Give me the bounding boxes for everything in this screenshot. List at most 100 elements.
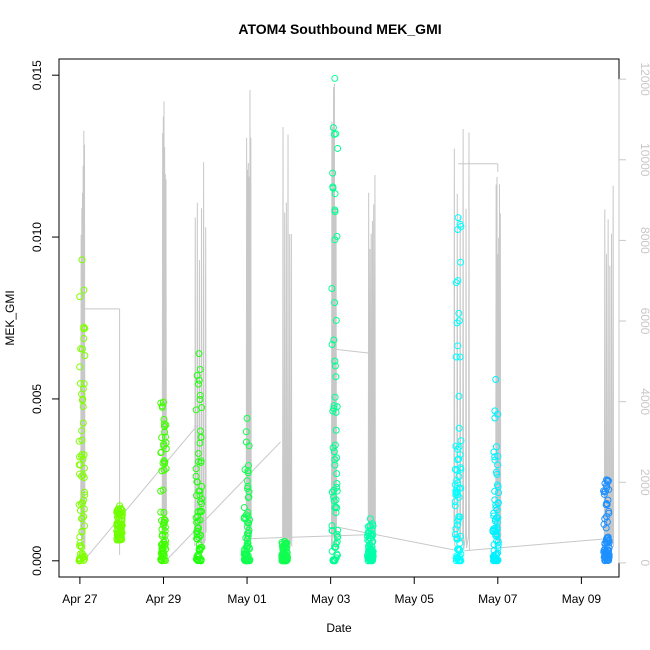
data-point [329, 169, 337, 177]
y2-axis: 0 2000 4000 6000 8000 10000 12000 [618, 62, 650, 567]
data-point [80, 505, 88, 513]
data-point [76, 507, 84, 515]
data-point [602, 476, 610, 484]
data-point [80, 325, 88, 333]
data-point [331, 456, 339, 464]
data-point [114, 521, 122, 529]
data-point [162, 421, 170, 429]
x-tick-label: May 05 [395, 592, 435, 606]
data-point [452, 525, 460, 533]
data-point [366, 555, 374, 563]
data-point [198, 404, 206, 412]
y2-tick-label: 8000 [638, 227, 650, 254]
data-point [198, 507, 206, 515]
data-point [192, 472, 200, 480]
data-point [116, 502, 124, 510]
data-point [158, 556, 166, 564]
data-point [492, 376, 500, 384]
data-point [75, 437, 83, 445]
data-point [193, 371, 201, 379]
data-point [489, 526, 497, 534]
data-point [80, 286, 88, 294]
altitude-connector [81, 425, 198, 564]
y-tick-label: 0.005 [30, 384, 44, 414]
data-point [80, 552, 88, 560]
data-point [332, 373, 340, 381]
data-point [279, 545, 287, 553]
data-point [455, 424, 463, 432]
data-point [243, 557, 251, 565]
data-point [79, 419, 87, 427]
data-point [491, 496, 499, 504]
data-point [495, 489, 503, 497]
data-point [78, 515, 86, 523]
data-point [243, 414, 251, 422]
data-point [80, 464, 88, 472]
data-point [333, 454, 341, 462]
data-point [455, 309, 463, 317]
data-point [331, 299, 339, 307]
data-point [490, 448, 498, 456]
data-point [281, 537, 289, 545]
data-point [491, 524, 499, 532]
data-point [77, 345, 85, 353]
data-point [454, 545, 462, 553]
data-point [75, 453, 83, 461]
data-point [76, 542, 84, 550]
data-point [158, 543, 166, 551]
data-point [454, 277, 462, 285]
data-point [329, 124, 337, 132]
x-axis: Apr 27 Apr 29 May 01 May 03 May 05 May 07 May … [62, 576, 601, 606]
data-point [161, 433, 169, 441]
data-point [242, 438, 250, 446]
data-point [245, 493, 253, 501]
data-point [455, 443, 463, 451]
data-point [158, 402, 166, 410]
data-point [330, 402, 338, 410]
data-point [329, 183, 337, 191]
data-point [81, 352, 89, 360]
data-point [331, 441, 339, 449]
data-point [196, 395, 204, 403]
altitude-connector [247, 534, 371, 540]
altitude-connector [464, 538, 607, 552]
mek-gmi-series [75, 74, 613, 565]
data-point [80, 380, 88, 388]
data-point [491, 487, 499, 495]
data-point [453, 319, 461, 327]
data-point [366, 515, 374, 523]
data-point [160, 519, 168, 527]
data-point [602, 524, 610, 532]
data-point [333, 232, 341, 240]
data-point [332, 509, 340, 517]
data-point [456, 547, 464, 555]
data-point [491, 517, 499, 525]
data-point [333, 480, 341, 488]
data-point [603, 554, 611, 562]
y2-tick-label: 4000 [638, 388, 650, 415]
y2-tick-label: 12000 [638, 62, 650, 96]
data-point [244, 462, 252, 470]
data-point [198, 495, 206, 503]
data-point [366, 540, 374, 548]
data-point [333, 470, 341, 478]
data-point [78, 390, 86, 398]
data-point [332, 130, 340, 138]
data-point [194, 458, 202, 466]
data-point [328, 526, 336, 534]
data-point [331, 208, 339, 216]
altitude-trace [330, 83, 337, 550]
data-point [78, 528, 86, 536]
data-point [159, 486, 167, 494]
data-point [196, 439, 204, 447]
data-point [451, 502, 459, 510]
altitude-trace [282, 126, 293, 550]
x-tick-label: May 01 [227, 592, 267, 606]
data-point [193, 555, 201, 563]
data-point [195, 350, 203, 358]
data-point [602, 513, 610, 521]
data-point [160, 509, 168, 517]
data-point [243, 477, 251, 485]
data-point [603, 500, 611, 508]
data-point [601, 515, 609, 523]
